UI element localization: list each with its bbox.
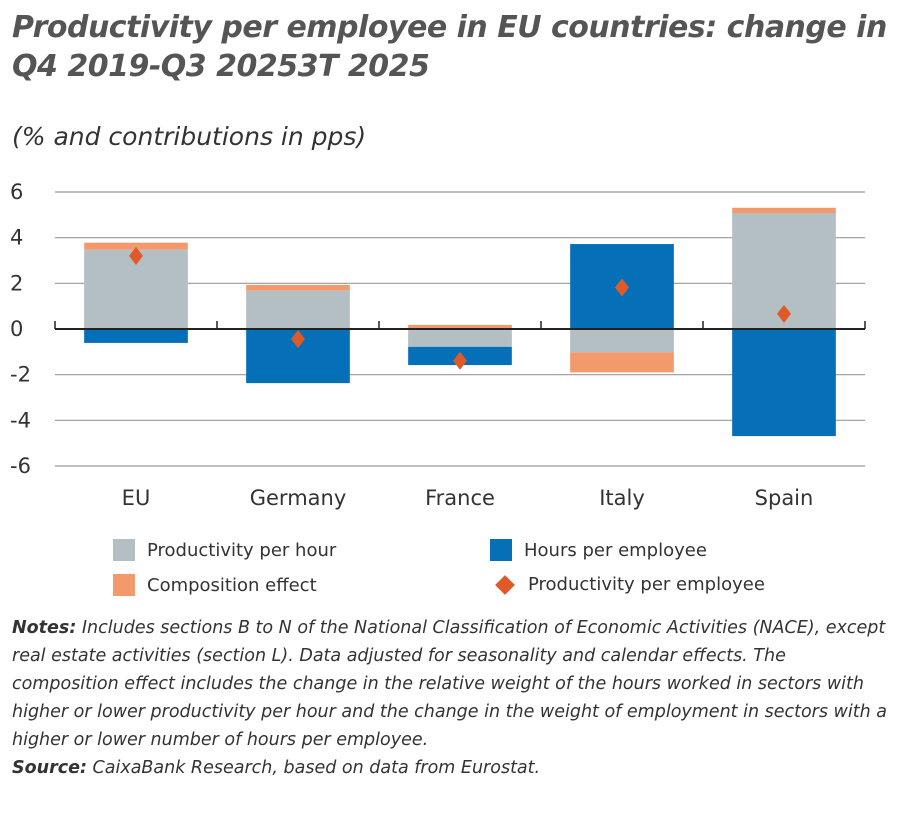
legend-productivity-per-hour: Productivity per hour xyxy=(113,539,336,561)
bar-composition-effect xyxy=(408,324,512,329)
source-text: CaixaBank Research, based on data from E… xyxy=(86,758,541,778)
x-tick-label: EU xyxy=(122,486,151,510)
bar-composition-effect xyxy=(570,352,674,373)
legend-swatch xyxy=(490,539,512,561)
legend-composition-effect: Composition effect xyxy=(113,574,317,596)
notes: Notes: Includes sections B to N of the N… xyxy=(12,614,892,782)
y-tick-label: -6 xyxy=(10,454,31,478)
y-tick-label: 0 xyxy=(10,317,23,341)
chart-title: Productivity per employee in EU countrie… xyxy=(12,10,887,84)
bar-composition-effect xyxy=(246,284,350,291)
bar-productivity-per-hour xyxy=(570,329,674,353)
legend-label: Productivity per employee xyxy=(528,574,765,595)
diamond-marker xyxy=(129,246,143,265)
x-tick-label: Italy xyxy=(599,486,645,510)
bar-composition-effect xyxy=(84,242,188,250)
y-tick-label: 2 xyxy=(10,271,23,295)
diamond-icon xyxy=(495,574,515,595)
bar-hours-per-employee xyxy=(732,329,836,437)
bar-productivity-per-hour xyxy=(246,290,350,329)
diamond-marker xyxy=(615,278,629,297)
legend-hours-per-employee: Hours per employee xyxy=(490,539,707,561)
legend-swatch xyxy=(113,539,135,561)
notes-label: Notes: xyxy=(12,618,77,638)
x-tick-label: Spain xyxy=(755,486,814,510)
bar-composition-effect xyxy=(732,207,836,214)
diamond-marker xyxy=(453,351,467,370)
legend-label: Composition effect xyxy=(147,574,317,596)
bar-hours-per-employee xyxy=(84,329,188,343)
legend-label: Hours per employee xyxy=(524,539,707,561)
y-tick-label: -2 xyxy=(10,363,31,387)
diamond-marker xyxy=(777,304,791,323)
y-tick-label: 6 xyxy=(10,180,23,204)
legend-label: Productivity per hour xyxy=(147,539,337,561)
legend-swatch xyxy=(113,574,135,596)
x-tick-label: Germany xyxy=(250,486,347,510)
y-tick-label: -4 xyxy=(10,408,31,432)
bar-chart: 6 4 2 0 -2 -4 -6 EU Germany France Italy Spain xyxy=(10,180,866,510)
chart-subtitle: (% and contributions in pps) xyxy=(12,122,367,151)
y-tick-label: 4 xyxy=(10,226,23,250)
source-label: Source: xyxy=(12,758,87,778)
bar-productivity-per-hour xyxy=(408,329,512,347)
legend-productivity-per-employee: Productivity per employee xyxy=(494,574,765,595)
notes-text: Includes sections B to N of the National… xyxy=(12,618,887,750)
x-tick-label: France xyxy=(425,486,495,510)
diamond-marker xyxy=(291,330,305,349)
